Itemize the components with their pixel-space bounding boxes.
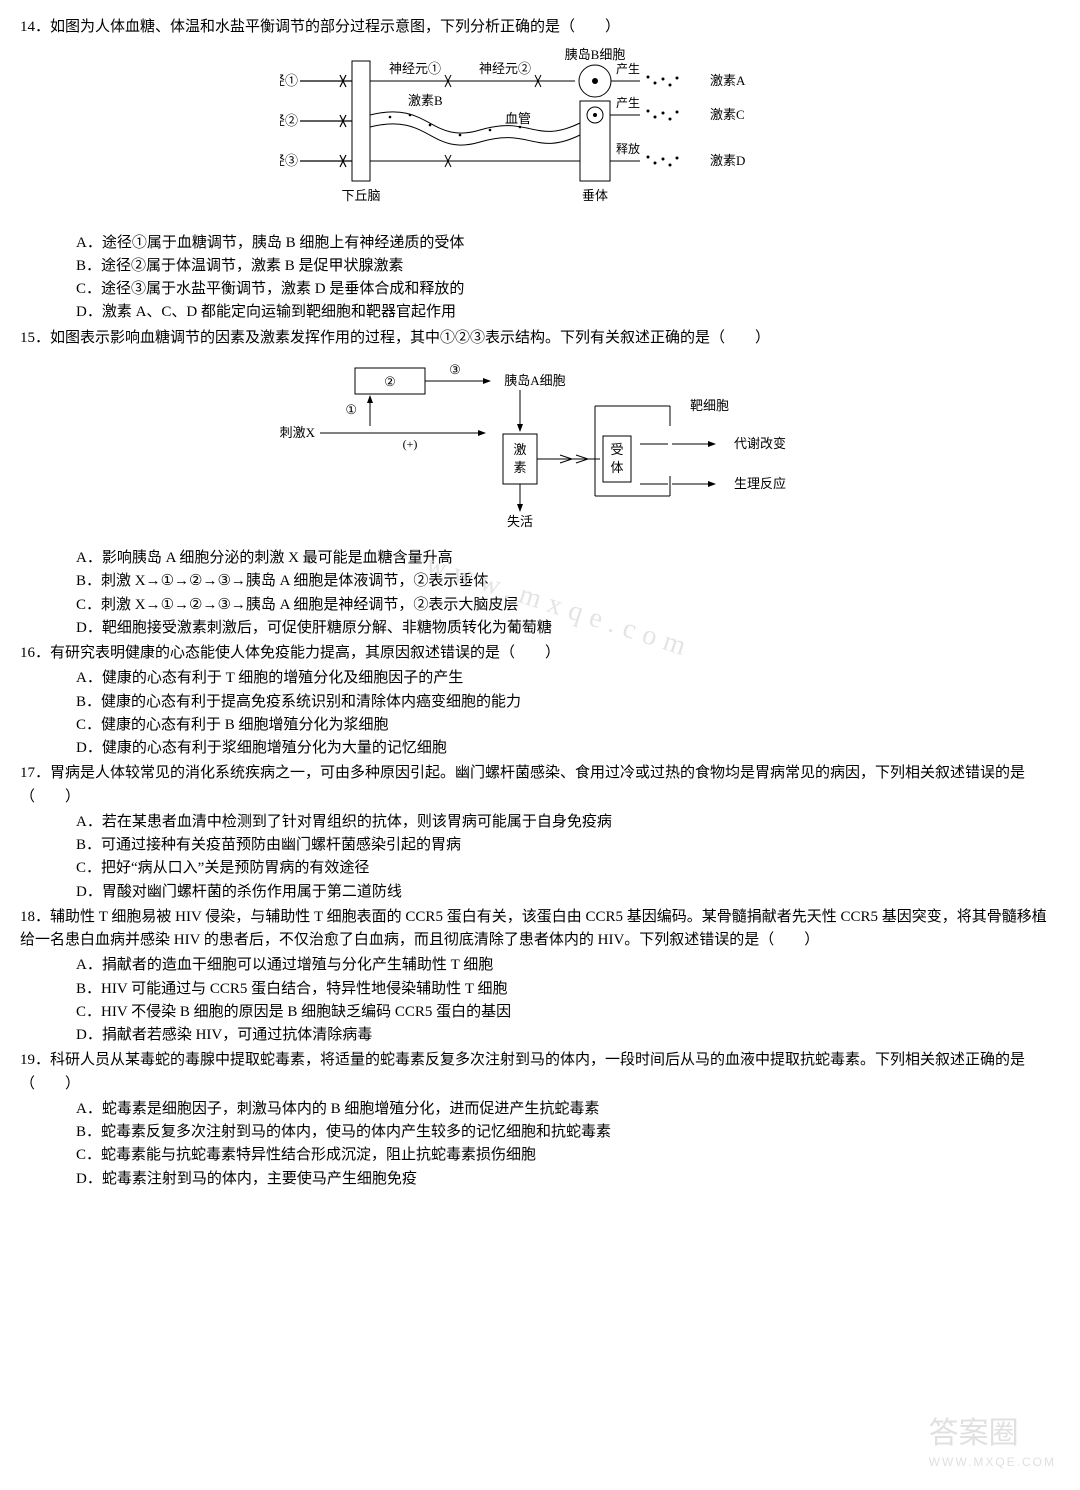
fig14-bv: 血管 — [505, 111, 531, 126]
fig14-pit: 垂体 — [582, 188, 608, 203]
q17-stem: 17．胃病是人体较常见的消化系统疾病之一，可由多种原因引起。幽门螺杆菌感染、食用… — [20, 762, 1060, 809]
q18-optB: B．HIV 可能通过与 CCR5 蛋白结合，特异性地侵染辅助性 T 细胞 — [20, 978, 1060, 1001]
q16-optB: B．健康的心态有利于提高免疫系统识别和清除体内癌变细胞的能力 — [20, 691, 1060, 714]
q19-optD: D．蛇毒素注射到马的体内，主要使马产生细胞免疫 — [20, 1168, 1060, 1191]
fig15-plus: (+) — [403, 437, 418, 451]
q17-optA: A．若在某患者血清中检测到了针对胃组织的抗体，则该胃病可能属于自身免疫病 — [20, 811, 1060, 834]
fig14-prod1: 产生 — [616, 62, 640, 76]
fig15-horm-1: 激 — [513, 442, 526, 457]
q16-stem: 16．有研究表明健康的心态能使人体免疫能力提高，其原因叙述错误的是（ ） — [20, 642, 1060, 665]
fig14-n2: 神经元② — [479, 61, 531, 76]
q18-optD: D．捐献者若感染 HIV，可通过抗体清除病毒 — [20, 1024, 1060, 1047]
fig14-n1: 神经元① — [389, 61, 441, 76]
q19-optC: C．蛇毒素能与抗蛇毒素特异性结合形成沉淀，阻止抗蛇毒素损伤细胞 — [20, 1144, 1060, 1167]
q18-optC: C．HIV 不侵染 B 细胞的原因是 B 细胞缺乏编码 CCR5 蛋白的基因 — [20, 1001, 1060, 1024]
watermark-logo-sub: WWW.MXQE.COM — [929, 1453, 1056, 1472]
q15-figure: ② ① ③ 胰岛A细胞 刺激X (+) 激 素 失活 受 体 靶细胞 代谢改变 … — [20, 356, 1060, 539]
q17-optD: D．胃酸对幽门螺杆菌的杀伤作用属于第二道防线 — [20, 881, 1060, 904]
q16-optC: C．健康的心态有利于 B 细胞增殖分化为浆细胞 — [20, 714, 1060, 737]
watermark-logo: 答案圈 WWW.MXQE.COM — [929, 1411, 1056, 1472]
q18-optA: A．捐献者的造血干细胞可以通过增殖与分化产生辅助性 T 细胞 — [20, 954, 1060, 977]
fig14-hB: 激素B — [408, 93, 443, 108]
svg-text:受: 受 — [610, 442, 623, 457]
fig14-t1: 途径① — [280, 73, 298, 88]
fig14-hA: 激素A — [710, 73, 746, 88]
fig14-rel: 释放 — [616, 141, 640, 156]
fig14-t2: 途径② — [280, 113, 298, 128]
fig15-inact: 失活 — [507, 514, 533, 529]
q17-optC: C．把好“病从口入”关是预防胃病的有效途径 — [20, 857, 1060, 880]
q19-stem: 19．科研人员从某毒蛇的毒腺中提取蛇毒素，将适量的蛇毒素反复多次注射到马的体内，… — [20, 1049, 1060, 1096]
fig15-met: 代谢改变 — [734, 436, 786, 451]
q15-optD: D．靶细胞接受激素刺激后，可促使肝糖原分解、非糖物质转化为葡萄糖 — [20, 617, 1060, 640]
q14-figure: 途径① 途径② 途径③ 下丘脑 神经元① 神经元② 胰岛B细胞 产生 激素A 垂… — [20, 45, 1060, 223]
watermark-logo-text: 答案圈 — [929, 1417, 1019, 1450]
fig14-t3: 途径③ — [280, 153, 298, 168]
q15-stem: 15．如图表示影响血糖调节的因素及激素发挥作用的过程，其中①②③表示结构。下列有… — [20, 327, 1060, 350]
fig15-stim: 刺激X — [280, 425, 316, 440]
fig14-cell: 胰岛B细胞 — [565, 47, 626, 62]
q19-optA: A．蛇毒素是细胞因子，刺激马体内的 B 细胞增殖分化，进而促进产生抗蛇毒素 — [20, 1098, 1060, 1121]
fig15-cellA: 胰岛A细胞 — [504, 373, 565, 388]
q16-optD: D．健康的心态有利于浆细胞增殖分化为大量的记忆细胞 — [20, 737, 1060, 760]
fig15-lbl3: ③ — [449, 362, 461, 377]
q14-optD: D．激素 A、C、D 都能定向运输到靶细胞和靶器官起作用 — [20, 301, 1060, 324]
q15-optC: C．刺激 X→①→②→③→胰岛 A 细胞是神经调节，②表示大脑皮层 — [20, 594, 1060, 617]
fig14-prod2: 产生 — [616, 96, 640, 110]
fig15-lbl1: ① — [345, 402, 357, 417]
q16-optA: A．健康的心态有利于 T 细胞的增殖分化及细胞因子的产生 — [20, 667, 1060, 690]
fig14-hD: 激素D — [710, 153, 745, 168]
q14-optB: B．途径②属于体温调节，激素 B 是促甲状腺激素 — [20, 255, 1060, 278]
fig14-hC: 激素C — [710, 107, 745, 122]
fig14-hypo: 下丘脑 — [341, 188, 380, 203]
fig15-phys: 生理反应 — [734, 476, 786, 491]
fig15-tgt: 靶细胞 — [690, 398, 729, 413]
svg-text:体: 体 — [610, 460, 623, 475]
fig15-box2: ② — [384, 374, 396, 389]
q18-stem: 18．辅助性 T 细胞易被 HIV 侵染，与辅助性 T 细胞表面的 CCR5 蛋… — [20, 906, 1060, 953]
q15-optB: B．刺激 X→①→②→③→胰岛 A 细胞是体液调节，②表示垂体 — [20, 570, 1060, 593]
q14-optC: C．途径③属于水盐平衡调节，激素 D 是垂体合成和释放的 — [20, 278, 1060, 301]
q15-optA: A．影响胰岛 A 细胞分泌的刺激 X 最可能是血糖含量升高 — [20, 547, 1060, 570]
fig15-horm-2: 素 — [513, 460, 526, 475]
q14-stem: 14．如图为人体血糖、体温和水盐平衡调节的部分过程示意图，下列分析正确的是（ ） — [20, 16, 1060, 39]
q17-optB: B．可通过接种有关疫苗预防由幽门螺杆菌感染引起的胃病 — [20, 834, 1060, 857]
q14-optA: A．途径①属于血糖调节，胰岛 B 细胞上有神经递质的受体 — [20, 232, 1060, 255]
q19-optB: B．蛇毒素反复多次注射到马的体内，使马的体内产生较多的记忆细胞和抗蛇毒素 — [20, 1121, 1060, 1144]
